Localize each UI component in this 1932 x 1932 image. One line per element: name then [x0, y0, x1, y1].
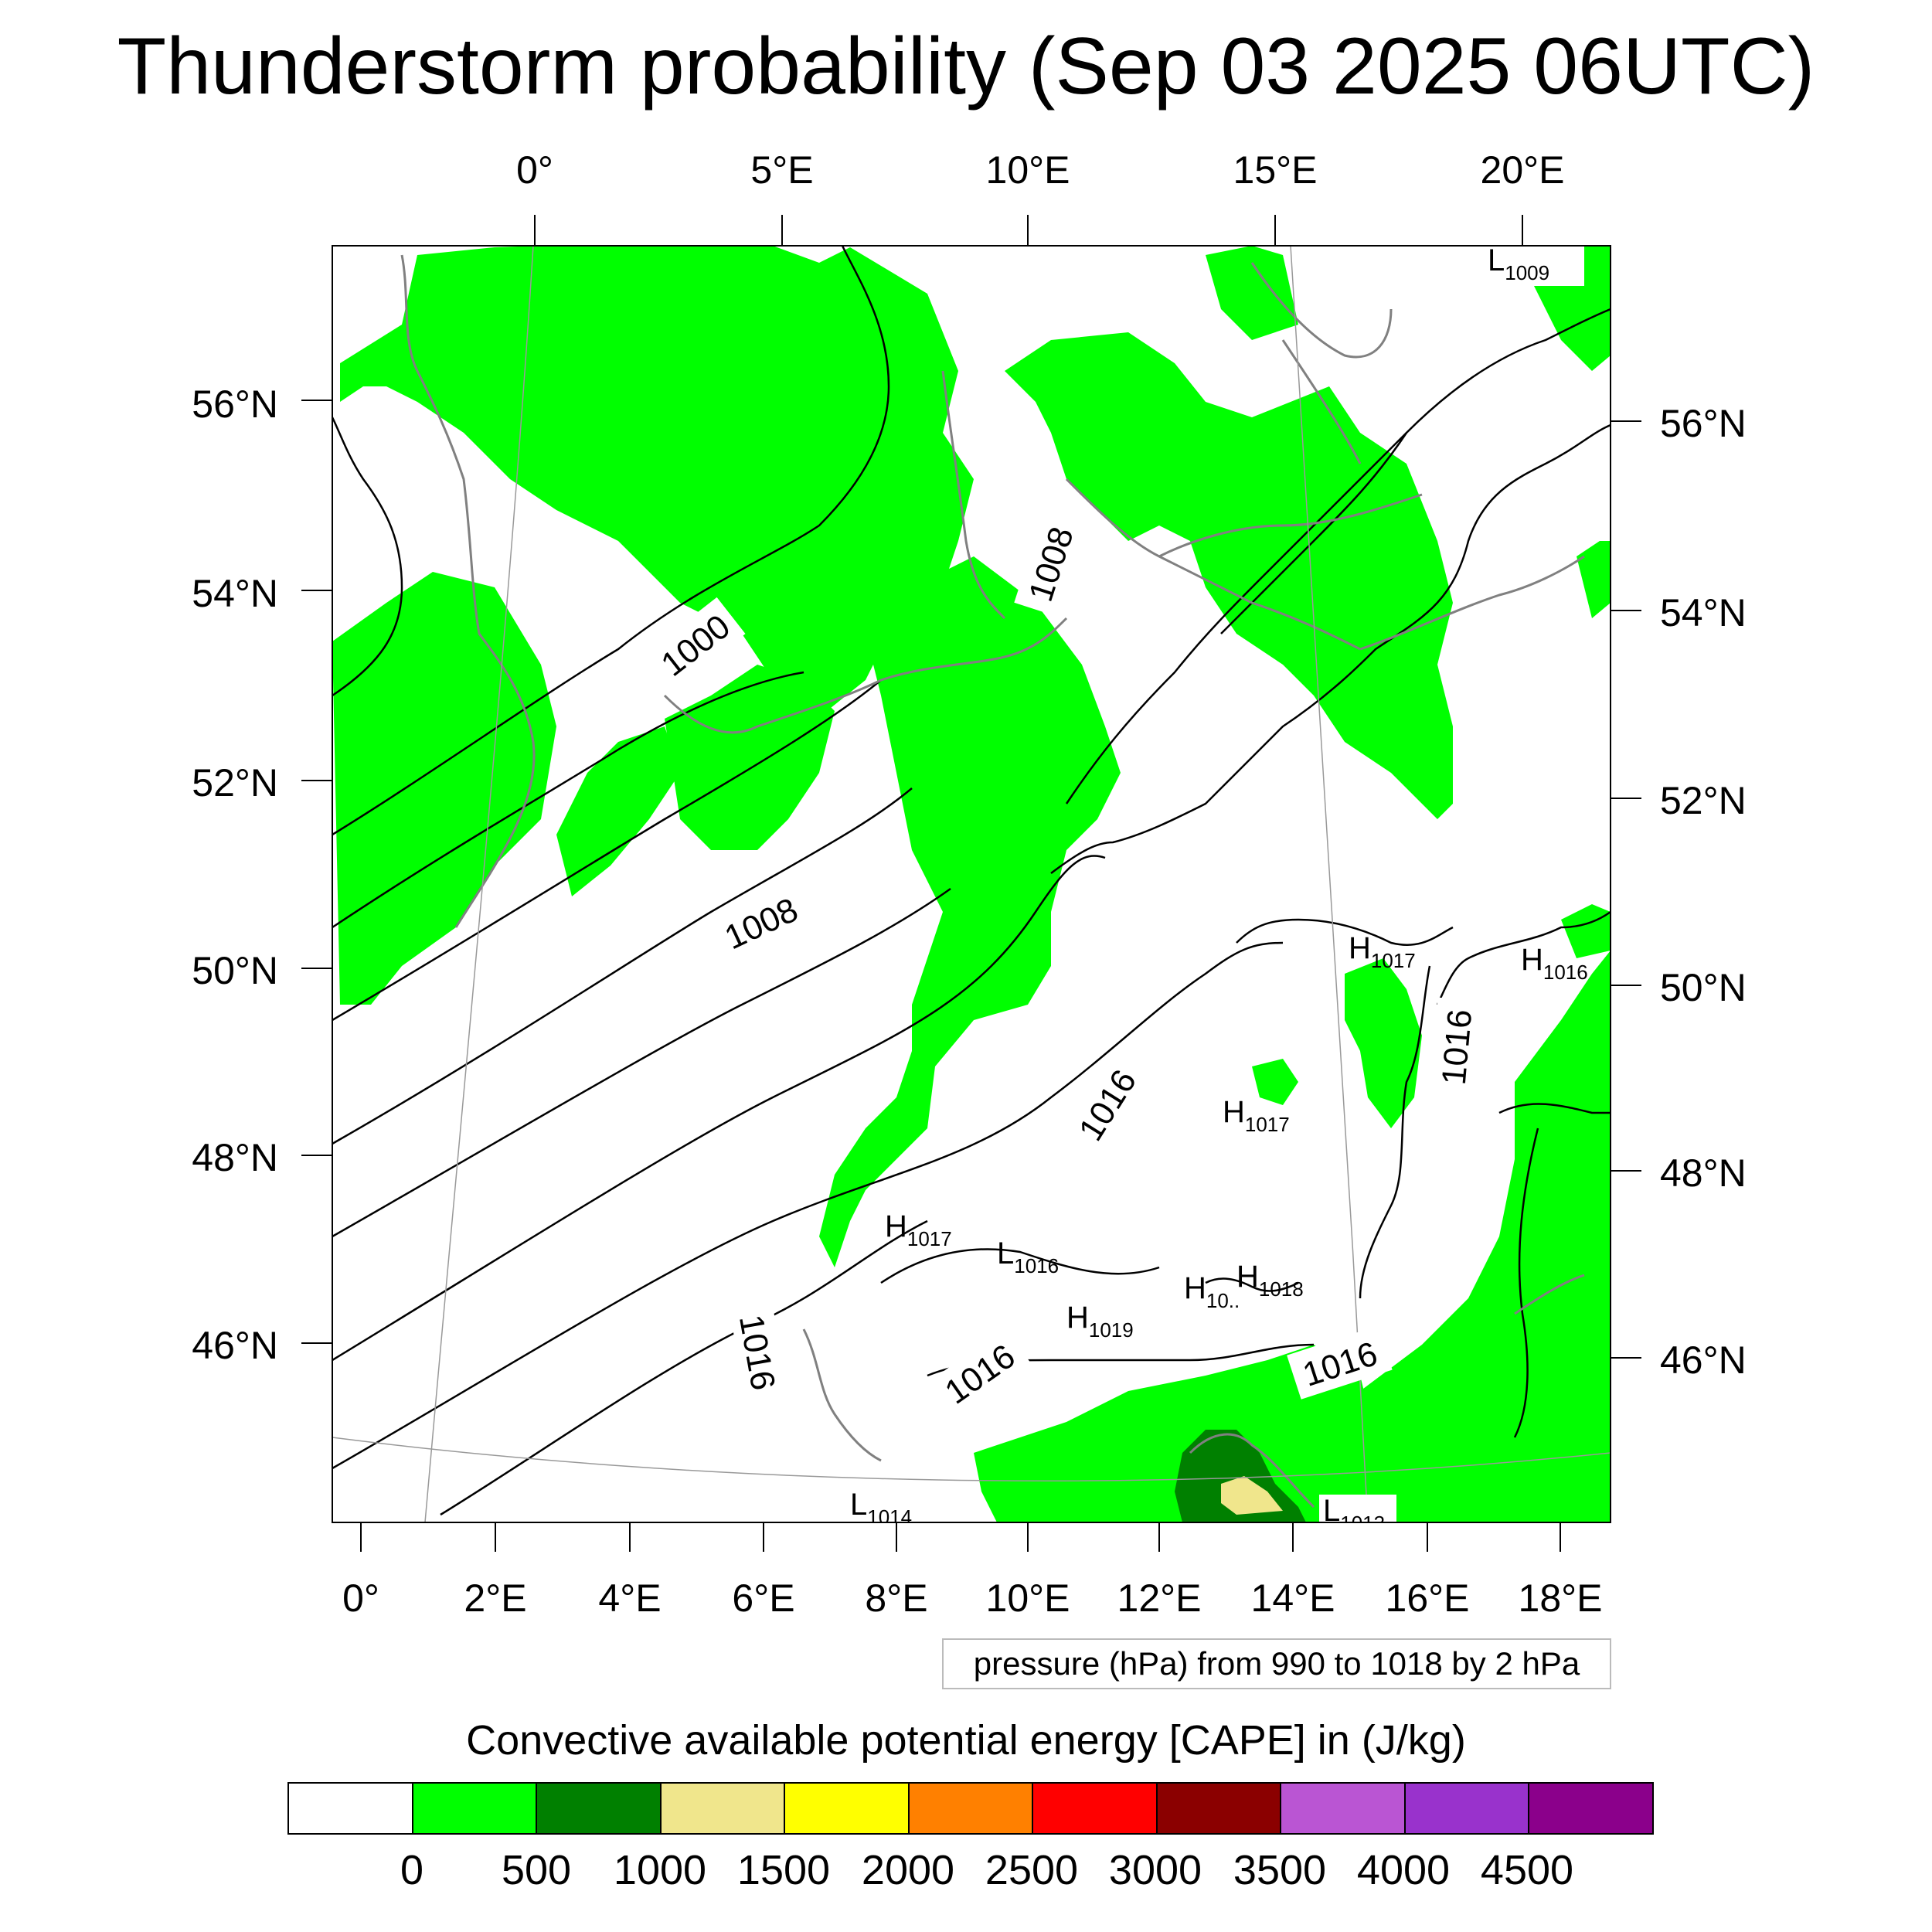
colorbar-label: 4500 — [1480, 1847, 1574, 1893]
pressure-center: L1014 — [850, 1488, 912, 1529]
svg-text:H1017: H1017 — [885, 1209, 952, 1250]
bottom-lon-label: 2°E — [464, 1577, 527, 1620]
colorbar-swatch — [1281, 1784, 1406, 1833]
colorbar-label: 1500 — [736, 1847, 831, 1893]
colorbar-swatch — [909, 1784, 1034, 1833]
bottom-lon-label: 0° — [342, 1577, 379, 1620]
map-frame — [332, 245, 1611, 1523]
bottom-lon-label: 8°E — [865, 1577, 928, 1620]
cape-area-khaki — [1221, 1476, 1283, 1515]
bottom-lon-label: 10°E — [985, 1577, 1070, 1620]
right-lat-label: 50°N — [1660, 966, 1747, 1009]
pressure-center: H1018 — [1236, 1260, 1304, 1301]
bottom-lon-label: 4°E — [598, 1577, 662, 1620]
tick-marks — [301, 215, 1641, 1552]
pressure-center: L1013 — [1319, 1494, 1396, 1535]
colorbar-label: 3500 — [1233, 1847, 1327, 1893]
colorbar-swatch — [1033, 1784, 1158, 1833]
right-lat-label: 54°N — [1660, 591, 1747, 634]
top-lon-label: 20°E — [1480, 148, 1565, 192]
pressure-center: H1017 — [885, 1209, 952, 1250]
colorbar-swatch — [1529, 1784, 1653, 1833]
colorbar-swatch — [413, 1784, 538, 1833]
left-lat-label: 54°N — [192, 572, 278, 615]
left-lat-label: 56°N — [192, 383, 278, 426]
top-lon-label: 10°E — [985, 148, 1070, 192]
bottom-lon-label: 12°E — [1117, 1577, 1202, 1620]
svg-text:L1009: L1009 — [1488, 243, 1549, 284]
svg-text:H1017: H1017 — [1223, 1095, 1290, 1136]
colorbar-label: 4000 — [1356, 1847, 1451, 1893]
colorbar-label: 3000 — [1108, 1847, 1202, 1893]
pressure-center: L1009 — [1484, 243, 1584, 286]
colorbar-label: 2500 — [985, 1847, 1079, 1893]
bottom-lon-label: 14°E — [1250, 1577, 1335, 1620]
bottom-lon-label: 6°E — [732, 1577, 795, 1620]
right-lat-label: 46°N — [1660, 1338, 1747, 1382]
colorbar — [287, 1782, 1654, 1835]
top-lon-label: 0° — [516, 148, 553, 192]
svg-text:H1016: H1016 — [1521, 943, 1588, 984]
legend-title: Convective available potential energy [C… — [466, 1717, 1466, 1764]
top-lon-label: 5°E — [750, 148, 814, 192]
pressure-center: H1016 — [1521, 943, 1588, 984]
right-lat-label: 52°N — [1660, 779, 1747, 822]
bottom-lon-label: 18°E — [1518, 1577, 1603, 1620]
svg-text:L1014: L1014 — [850, 1488, 912, 1529]
contour-info-box: pressure (hPa) from 990 to 1018 by 2 hPa — [942, 1638, 1611, 1689]
colorbar-swatch — [785, 1784, 910, 1833]
top-lon-label: 15°E — [1233, 148, 1318, 192]
svg-text:1016: 1016 — [1435, 1008, 1479, 1087]
pressure-center: H1017 — [1349, 931, 1416, 972]
right-lat-label: 48°N — [1660, 1151, 1747, 1195]
pressure-center: H1017 — [1223, 1095, 1290, 1136]
coastlines — [400, 254, 1585, 1509]
contour-label-1008b: 1008 — [1014, 511, 1085, 616]
bottom-lon-label: 16°E — [1385, 1577, 1470, 1620]
isobars — [332, 246, 1611, 1516]
colorbar-swatch — [661, 1784, 786, 1833]
colorbar-label: 500 — [501, 1847, 572, 1893]
svg-text:H1018: H1018 — [1236, 1260, 1304, 1301]
svg-text:H1019: H1019 — [1066, 1301, 1134, 1342]
left-lat-label: 48°N — [192, 1136, 278, 1179]
left-lat-label: 50°N — [192, 949, 278, 992]
colorbar-swatch — [537, 1784, 662, 1833]
map-title: Thunderstorm probability (Sep 03 2025 06… — [117, 22, 1815, 111]
colorbar-label: 2000 — [861, 1847, 955, 1893]
cape-area-green — [332, 246, 1611, 1522]
svg-text:H10..: H10.. — [1184, 1271, 1240, 1312]
contour-label-1016b: 1016 — [1429, 997, 1481, 1097]
colorbar-label: 1000 — [613, 1847, 707, 1893]
right-lat-label: 56°N — [1660, 402, 1747, 445]
svg-text:L1013: L1013 — [1323, 1494, 1385, 1535]
pressure-center: L1016 — [997, 1236, 1059, 1277]
left-lat-label: 52°N — [192, 761, 278, 804]
svg-text:H1017: H1017 — [1349, 931, 1416, 972]
colorbar-swatch — [289, 1784, 413, 1833]
colorbar-label: 0 — [400, 1847, 424, 1893]
pressure-center: H10.. — [1184, 1271, 1240, 1312]
left-lat-label: 46°N — [192, 1324, 278, 1367]
pressure-center: H1019 — [1066, 1301, 1134, 1342]
colorbar-swatch — [1157, 1784, 1282, 1833]
colorbar-swatch — [1405, 1784, 1530, 1833]
svg-text:L1016: L1016 — [997, 1236, 1059, 1277]
